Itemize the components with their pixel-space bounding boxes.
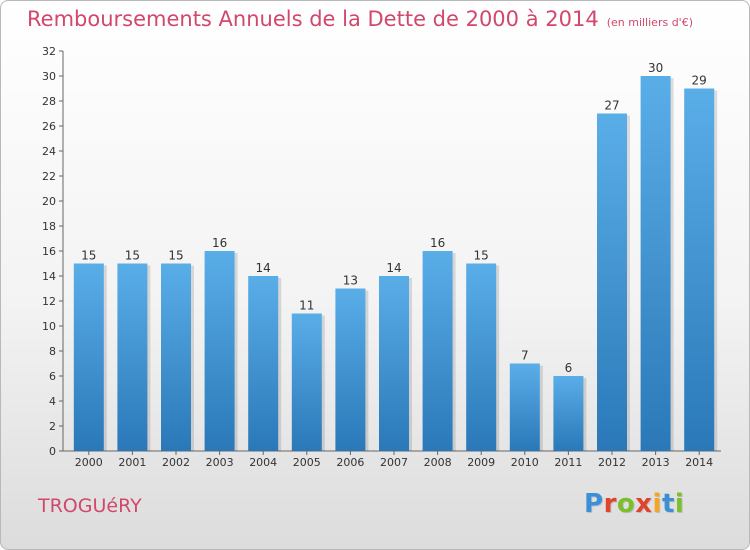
y-tick-label: 26 (42, 120, 56, 133)
logo-letter: x (635, 489, 653, 519)
y-tick-label: 4 (49, 395, 56, 408)
x-tick-label: 2003 (206, 456, 234, 469)
bar-2003 (204, 251, 235, 451)
chart-title: Remboursements Annuels de la Dette de 20… (27, 7, 693, 31)
y-tick-label: 14 (42, 270, 56, 283)
y-tick-label: 16 (42, 245, 56, 258)
logo-letter: o (616, 489, 636, 519)
y-tick-label: 2 (49, 420, 56, 433)
bar-2014 (684, 88, 715, 451)
logo-letter: t (661, 489, 675, 519)
bar-2004 (248, 276, 279, 451)
bar-2000 (73, 263, 104, 451)
chart-data-labels: 15 15 15 16 14 11 13 14 16 15 7 6 27 30 29 (81, 61, 707, 375)
logo-letter: i (652, 489, 662, 519)
y-tick-label: 28 (42, 95, 56, 108)
x-tick-label: 2007 (380, 456, 408, 469)
x-tick-label: 2014 (685, 456, 713, 469)
data-label: 7 (521, 349, 529, 363)
y-tick-label: 12 (42, 295, 56, 308)
bar-2005 (291, 313, 322, 451)
bar-2011 (553, 376, 584, 451)
x-tick-label: 2006 (336, 456, 364, 469)
bar-2013 (640, 76, 671, 451)
y-tick-label: 18 (42, 220, 56, 233)
y-tick-label: 24 (42, 145, 56, 158)
bar-2002 (161, 263, 191, 451)
x-tick-label: 2002 (162, 456, 190, 469)
logo-letter: i (674, 489, 685, 519)
y-tick-label: 0 (49, 445, 56, 458)
y-tick-label: 8 (49, 345, 56, 358)
x-tick-label: 2012 (598, 456, 626, 469)
x-tick-label: 2008 (424, 456, 452, 469)
data-label: 14 (386, 261, 401, 275)
data-label: 30 (648, 61, 663, 75)
data-label: 16 (430, 236, 445, 250)
x-tick-label: 2009 (467, 456, 495, 469)
y-tick-label: 30 (42, 70, 56, 83)
commune-name: TROGUéRY (38, 495, 142, 517)
x-tick-label: 2005 (293, 456, 321, 469)
data-label: 16 (212, 236, 227, 250)
chart-bars (73, 76, 718, 451)
data-label: 27 (604, 99, 619, 113)
bar-2007 (379, 276, 409, 451)
data-label: 15 (474, 249, 489, 263)
data-label: 6 (565, 361, 573, 375)
proxiti-logo: Proxiti (584, 489, 684, 519)
x-tick-label: 2001 (118, 456, 146, 469)
x-tick-label: 2013 (642, 456, 670, 469)
data-label: 14 (256, 261, 271, 275)
bar-2010 (509, 363, 540, 451)
data-label: 13 (343, 274, 358, 288)
bar-2001 (117, 263, 148, 451)
y-tick-label: 22 (42, 170, 56, 183)
data-label: 15 (168, 249, 183, 263)
x-tick-label: 2011 (554, 456, 582, 469)
x-tick-label: 2010 (511, 456, 539, 469)
data-label: 15 (125, 249, 140, 263)
logo-letter: r (603, 489, 617, 519)
y-tick-label: 32 (42, 45, 56, 58)
y-tick-label: 6 (49, 370, 56, 383)
data-label: 29 (692, 74, 707, 88)
y-tick-label: 20 (42, 195, 56, 208)
y-tick-label: 10 (42, 320, 56, 333)
chart-title-text: Remboursements Annuels de la Dette de 20… (27, 7, 599, 31)
bar-2006 (335, 288, 366, 451)
bar-2009 (466, 263, 497, 451)
bar-2012 (597, 113, 627, 451)
bar-2008 (422, 251, 453, 451)
x-tick-label: 2000 (75, 456, 103, 469)
x-tick-label: 2004 (249, 456, 277, 469)
logo-letter: P (584, 489, 604, 519)
data-label: 15 (81, 249, 96, 263)
chart-subtitle: (en milliers d'€) (606, 16, 693, 29)
data-label: 11 (299, 299, 314, 313)
